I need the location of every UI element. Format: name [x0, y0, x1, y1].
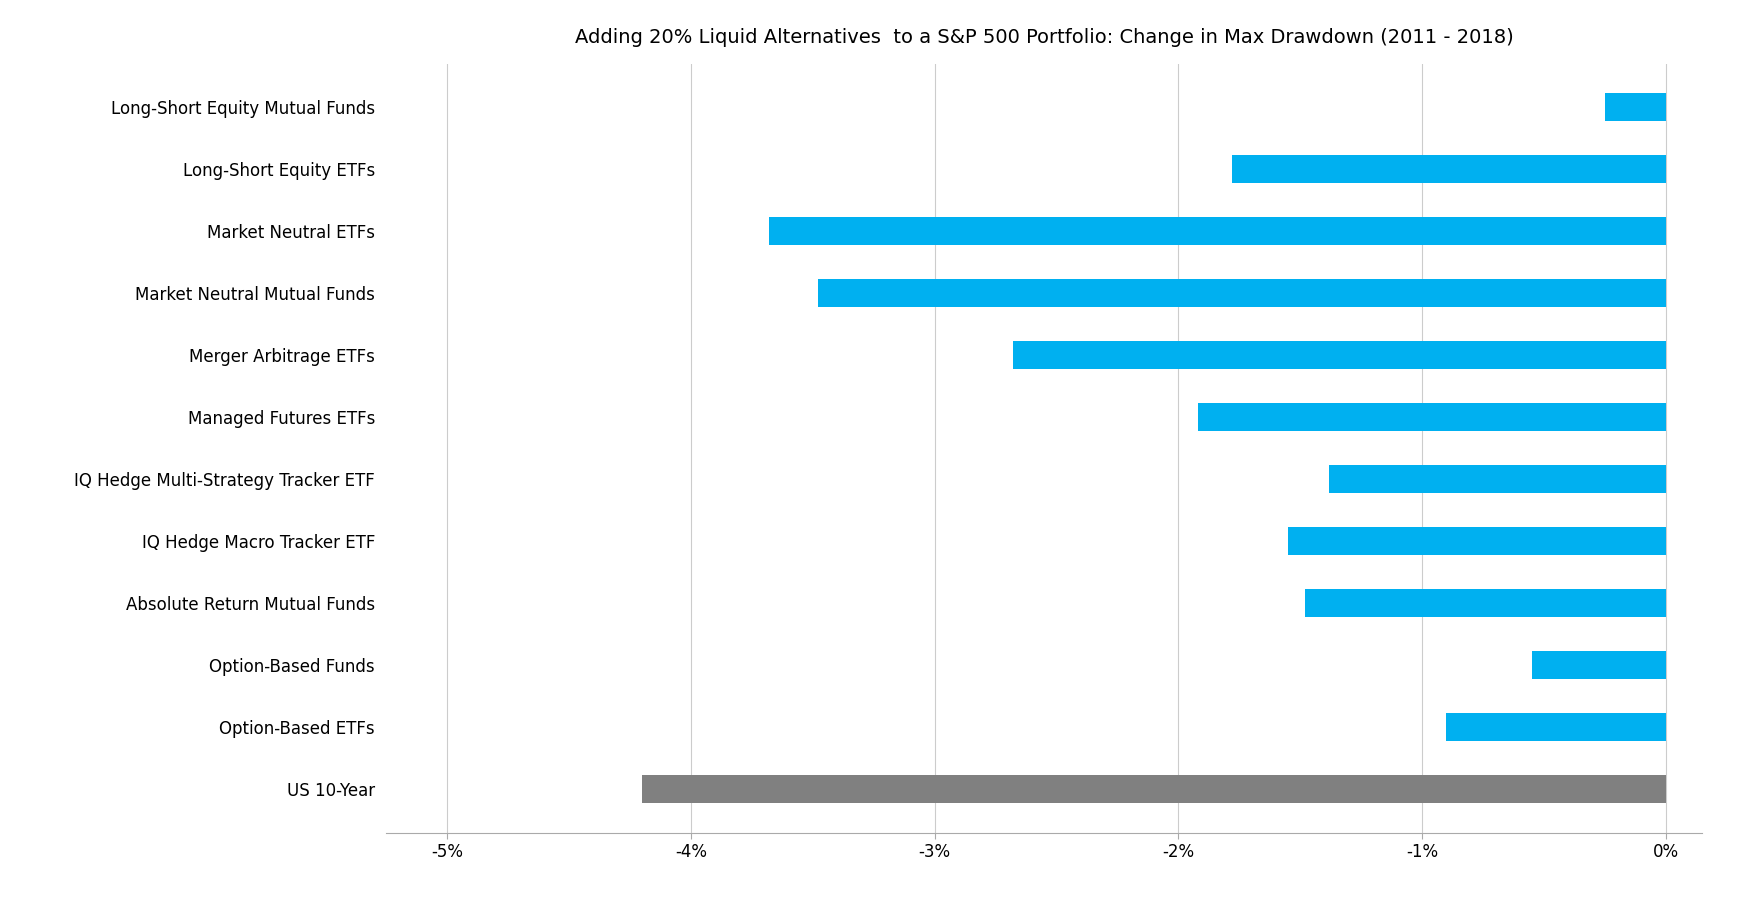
Bar: [1197, 404, 1665, 431]
Title: Adding 20% Liquid Alternatives  to a S&P 500 Portfolio: Change in Max Drawdown (: Adding 20% Liquid Alternatives to a S&P …: [576, 28, 1513, 48]
Bar: [1232, 156, 1665, 183]
Bar: [1013, 341, 1665, 370]
Bar: [1446, 714, 1665, 741]
Bar: [1306, 589, 1665, 618]
Bar: [1330, 466, 1665, 493]
Bar: [642, 775, 1665, 803]
Bar: [769, 218, 1665, 245]
Bar: [1604, 93, 1665, 122]
Bar: [1288, 527, 1665, 555]
Bar: [818, 279, 1665, 307]
Bar: [1532, 651, 1665, 679]
